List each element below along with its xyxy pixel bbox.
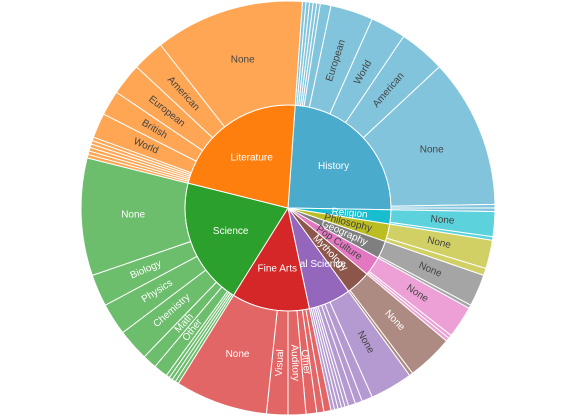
segment-label: History <box>318 161 349 172</box>
segment-label: None <box>231 54 255 65</box>
segment-label: None <box>420 145 444 156</box>
segment-label: Science <box>213 226 249 237</box>
segment-label: Auditory <box>288 344 301 381</box>
segment-label: Literature <box>231 153 274 164</box>
segment-label: None <box>226 349 250 360</box>
segment-label: Fine Arts <box>258 264 297 275</box>
segment-label: None <box>430 214 455 227</box>
segment-label: Social Science <box>280 259 346 270</box>
segment-label: None <box>426 235 452 251</box>
segment-label: None <box>121 209 145 220</box>
outer-segment <box>159 0 303 128</box>
segment-label: Visual <box>274 349 286 377</box>
